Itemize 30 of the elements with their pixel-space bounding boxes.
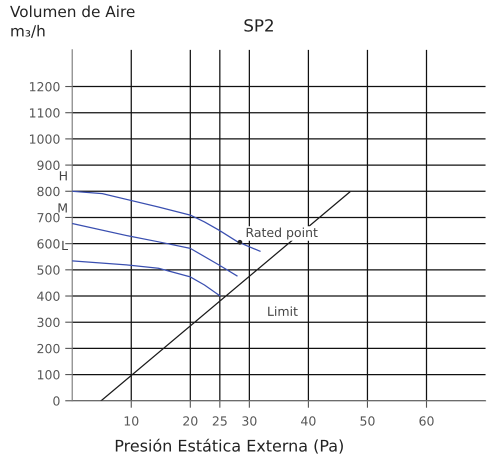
y-tick-label: 700 — [38, 212, 60, 222]
annotation: Rated point — [246, 227, 318, 240]
x-axis-title: Presión Estática Externa (Pa) — [116, 438, 343, 454]
y-tick-label: 900 — [37, 160, 60, 170]
line-series — [72, 222, 238, 276]
x-tick-label: 20 — [183, 416, 198, 426]
line-series — [72, 260, 220, 296]
y-axis-title: Volumen de Aire m₃/h — [10, 5, 134, 38]
x-tick-label: 30 — [242, 416, 256, 426]
chart-title: SP2 — [244, 19, 273, 32]
y-tick-label: 200 — [37, 344, 60, 354]
y-tick-label: 800 — [37, 186, 60, 196]
y-tick-label: 300 — [38, 318, 60, 328]
y-tick-label: 1000 — [30, 134, 60, 144]
x-tick-label: 25 — [212, 416, 227, 426]
y-tick-label: 100 — [38, 370, 60, 380]
x-tick-label: 50 — [360, 416, 375, 426]
x-tick-label: 60 — [419, 416, 434, 426]
y-tick-label: 0 — [53, 396, 60, 406]
y-tick-label: 400 — [37, 291, 60, 301]
series-label: L — [62, 240, 68, 250]
x-tick-label: 40 — [301, 416, 316, 426]
y-tick-label: 600 — [37, 239, 60, 249]
y-tick-label: 1100 — [30, 108, 60, 118]
series-label: H — [60, 171, 67, 180]
x-tick-label: 10 — [124, 416, 138, 426]
series-label: M — [58, 203, 67, 213]
y-tick-label: 1200 — [30, 82, 60, 92]
text: Limit — [268, 306, 298, 316]
y-tick-label: 500 — [38, 265, 60, 275]
